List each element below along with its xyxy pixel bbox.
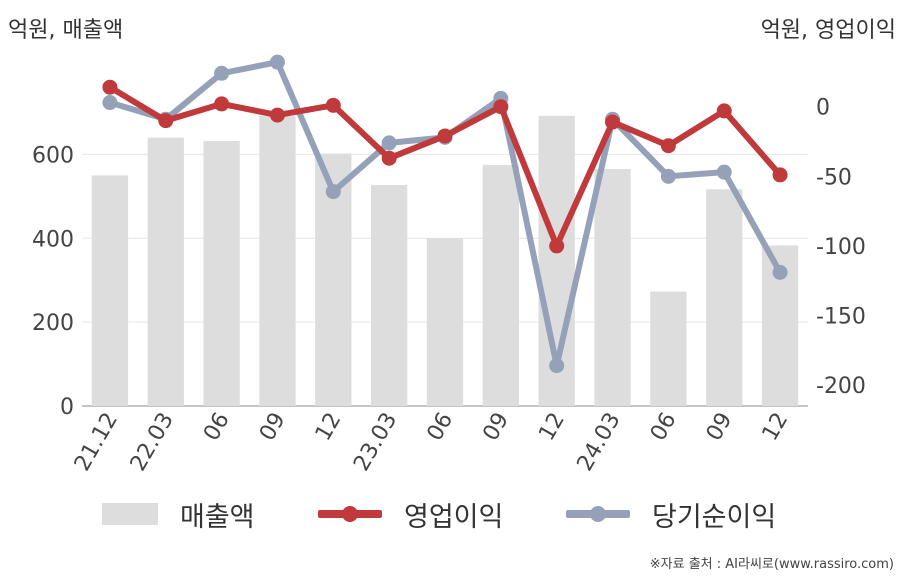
series-point [660, 138, 676, 154]
series-point [158, 113, 174, 129]
revenue-bars [91, 115, 799, 407]
x-axis-labels: 21.12 22.03 06 09 12 23.03 06 09 12 24.03 06 09 12 [70, 409, 793, 476]
legend-item-net-income[interactable]: 당기순이익 [566, 492, 776, 536]
left-axis-ticks: 0 200 400 600 [32, 143, 74, 420]
series-point [605, 114, 621, 130]
legend-item-operating-profit[interactable]: 영업이익 [318, 492, 503, 536]
revenue-bar [594, 169, 631, 406]
source-note: ※자료 출처 : AI라씨로(www.rassiro.com) [649, 557, 894, 572]
revenue-bar [706, 189, 743, 406]
x-tick-label: 06 [199, 409, 235, 446]
x-tick-label: 23.03 [349, 409, 402, 476]
revenue-bar [371, 185, 408, 406]
legend-label: 영업이익 [404, 501, 504, 533]
right-tick-label: -150 [816, 305, 866, 330]
left-tick-label: 0 [60, 395, 74, 420]
x-tick-label: 12 [758, 409, 794, 446]
legend-swatch-line [566, 492, 630, 536]
x-tick-label: 22.03 [126, 409, 179, 476]
series-point [214, 65, 230, 81]
x-tick-label: 12 [534, 409, 570, 446]
right-tick-label: -100 [816, 235, 866, 260]
series-point [102, 79, 118, 95]
x-tick-label: 21.12 [70, 409, 123, 476]
x-tick-label: 09 [702, 409, 738, 446]
legend-swatch-bar [102, 503, 158, 525]
series-point [269, 54, 285, 70]
x-tick-label: 24.03 [573, 409, 626, 476]
series-point [214, 96, 230, 112]
series-point [772, 264, 788, 280]
right-tick-label: -200 [816, 374, 866, 399]
left-tick-label: 600 [32, 143, 74, 168]
legend-label: 당기순이익 [652, 501, 777, 533]
legend-label: 매출액 [180, 501, 255, 533]
revenue-bar [259, 115, 296, 407]
series-point [437, 128, 453, 144]
revenue-bar [91, 175, 129, 406]
series-point [716, 164, 732, 180]
revenue-bar [650, 291, 687, 406]
x-tick-label: 09 [255, 409, 291, 446]
right-axis-unit: 억원, 영업이익 [760, 18, 896, 43]
left-tick-label: 200 [32, 311, 74, 336]
revenue-bar [482, 164, 519, 406]
left-axis-unit: 억원, 매출액 [8, 18, 124, 43]
revenue-bar [203, 141, 240, 407]
series-point [102, 95, 118, 111]
x-tick-label: 06 [423, 409, 459, 446]
right-tick-label: -50 [816, 165, 852, 190]
combo-chart: 0 200 400 600 0 -50 -100 -150 -200 21.12 22.03 06… [32, 54, 866, 476]
x-tick-label: 09 [478, 409, 514, 446]
series-point [381, 150, 397, 166]
series-point [325, 184, 341, 200]
right-axis-ticks: 0 -50 -100 -150 -200 [816, 96, 866, 399]
right-tick-label: 0 [816, 96, 830, 121]
revenue-bar [426, 238, 464, 406]
series-point [549, 238, 565, 254]
series-point [269, 107, 285, 123]
legend: 매출액 영업이익 당기순이익 [0, 492, 908, 536]
series-point [716, 103, 732, 119]
left-tick-label: 400 [32, 227, 74, 252]
series-point [549, 358, 565, 374]
series-point [660, 168, 676, 184]
series-point [381, 135, 397, 151]
x-tick-label: 06 [646, 409, 682, 446]
series-point [493, 99, 509, 115]
series-point [325, 97, 341, 113]
legend-swatch-line [318, 492, 382, 536]
revenue-bar [147, 137, 184, 406]
series-point [772, 167, 788, 183]
x-tick-label: 12 [311, 409, 347, 446]
profit-lines [102, 54, 788, 374]
legend-item-revenue[interactable]: 매출액 [102, 492, 255, 536]
